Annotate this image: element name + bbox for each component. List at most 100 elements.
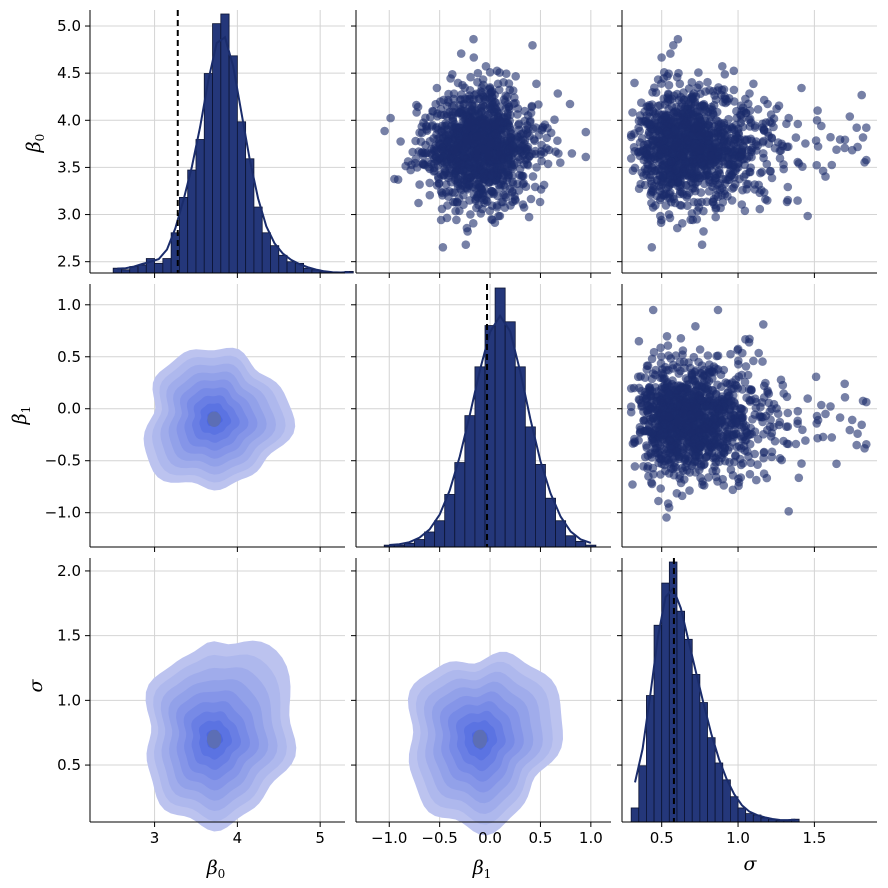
panel-1-2-point [738, 348, 747, 358]
panel-0-2-point [672, 72, 682, 82]
y-tick-label-beta0-2: 3.5 [57, 158, 81, 176]
panel-0-2-point [664, 182, 673, 192]
panel-0-2-point [701, 105, 710, 115]
panel-0-1-point [502, 69, 511, 78]
panel-0-2-point [759, 149, 768, 158]
panel-2-2-bar-11 [714, 762, 724, 823]
panel-0-1-point [466, 157, 476, 166]
panel-0-1-point [537, 140, 546, 150]
panel-1-2-point [718, 432, 728, 441]
panel-0-2-point [660, 144, 670, 154]
panel-1-2-point [778, 380, 788, 390]
panel-0-2-point [667, 157, 676, 166]
panel-0-1-point [567, 149, 577, 158]
panel-2-1-contour-core [472, 729, 488, 749]
panel-0-2-point [689, 197, 699, 207]
panel-0-2-point [699, 227, 708, 236]
panel-1-2-point [745, 397, 755, 406]
panel-1-2-point [688, 369, 697, 379]
panel-0-1-point [443, 95, 453, 105]
panel-0-2-point [697, 240, 707, 249]
panel-0-1-point [452, 163, 461, 172]
panel-0-2-point [706, 160, 716, 169]
panel-0-1-point [518, 200, 528, 209]
panel-1-2-point [651, 365, 660, 375]
panel-0-2-point [793, 196, 802, 205]
panel-0-2-point [652, 191, 661, 201]
panel-1-2-point [762, 473, 772, 483]
panel-0-1-point [476, 87, 486, 96]
panel-0-1-point [417, 148, 426, 158]
panel-0-2-point [746, 134, 756, 144]
panel-1-1-bar-14 [524, 426, 536, 548]
panel-0-2-point [763, 196, 772, 205]
panel-1-1-bar-9 [474, 366, 486, 548]
panel-1-2-point [676, 334, 686, 343]
panel-0-2-point [713, 192, 723, 201]
x-axis-label-beta0: β0 [206, 857, 226, 881]
panel-0-2-point [693, 206, 702, 216]
panel-1-2-point [682, 388, 692, 397]
panel-0-2-point [759, 125, 769, 135]
panel-0-0-bar-17 [253, 206, 263, 274]
panel-0-2-point [695, 145, 705, 155]
panel-1-2-point [720, 456, 730, 466]
panel-0-1-point [425, 178, 435, 188]
panel-0-2-point [811, 136, 821, 145]
x-axis-symbol-beta0: β [206, 857, 218, 879]
panel-1-2-point [691, 322, 700, 331]
panel-0-2-point [858, 133, 868, 142]
panel-1-2-point [725, 404, 735, 414]
panel-0-1-point [553, 136, 562, 145]
panel-0-2-point [704, 187, 714, 196]
panel-0-1-point [443, 137, 453, 147]
panel-1-2-point [801, 436, 810, 445]
panel-0-2-point [719, 139, 728, 148]
panel-1-2-point [678, 350, 687, 360]
panel-1-2-point [660, 411, 670, 420]
panel-0-2-point [637, 98, 646, 107]
panel-0-2-point [718, 174, 728, 184]
x-tick-label-sigma-1: 1.0 [726, 829, 750, 847]
panel-0-1-point [487, 87, 497, 96]
panel-1-2-point [774, 420, 784, 430]
panel-0-2-point [658, 136, 668, 145]
panel-0-1-point [534, 100, 543, 109]
panel-1-1-bar-4 [424, 531, 436, 548]
panel-0-2-point [860, 158, 869, 167]
panel-1-2-point [646, 405, 655, 415]
panel-1-2-point [704, 473, 713, 482]
panel-0-2-point [818, 166, 828, 176]
panel-1-2-point [662, 454, 671, 463]
panel-0-2-point [797, 83, 806, 93]
panel-1-2-point [719, 448, 729, 458]
panel-1-2-point [794, 473, 804, 483]
panel-1-2-point [638, 393, 648, 403]
panel-0-2-point [827, 160, 837, 170]
panel-0-1-point [521, 125, 531, 134]
panel-0-2-point [693, 121, 703, 131]
panel-0-2-point [852, 123, 861, 132]
panel-0-1-point [460, 83, 470, 92]
panel-1-2-point [713, 305, 723, 315]
panel-0-2-point [774, 101, 784, 110]
panel-0-2-point [643, 159, 652, 169]
panel-1-2-point [750, 449, 759, 459]
panel-0-2-point [686, 168, 695, 178]
panel-1-2-point [706, 426, 716, 436]
panel-0-1-point [471, 184, 480, 193]
panel-0-1-point [498, 168, 508, 177]
panel-2-2-bar-6 [676, 610, 686, 823]
panel-0-1-point [514, 186, 524, 195]
panel-0-0-bar-3 [137, 264, 147, 274]
panel-0-2-point [759, 136, 768, 146]
panel-0-1-point [459, 151, 469, 161]
panel-0-1-point [551, 147, 560, 156]
panel-0-2-point [801, 139, 810, 148]
panel-1-2-point [734, 481, 743, 491]
panel-0-1-point [390, 174, 399, 184]
y-axis-subscript-beta1: 1 [19, 406, 33, 414]
panel-1-2-point [737, 370, 747, 380]
panel-1-2-point [812, 419, 821, 428]
panel-2-2-bar-1 [638, 765, 647, 823]
